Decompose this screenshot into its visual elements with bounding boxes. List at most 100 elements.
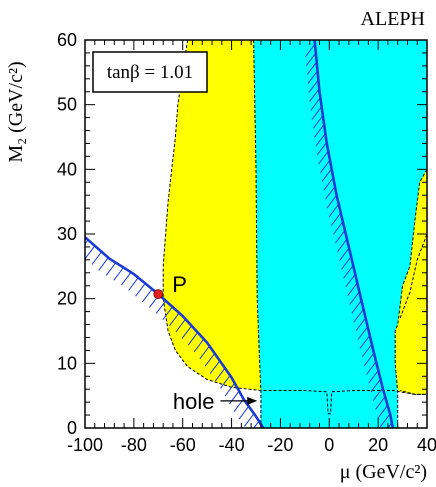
hatch-line [238, 405, 250, 420]
region-yellow-2 [400, 234, 427, 395]
region-boundary-0 [162, 40, 427, 415]
hatch-line [368, 370, 379, 384]
hatch-line [220, 375, 231, 389]
hatch-line [316, 142, 328, 156]
x-tick-label: 0 [324, 435, 334, 455]
hatch-line [321, 168, 333, 182]
hatch-line [336, 238, 348, 253]
hatch-line [314, 124, 325, 138]
hatch-line [363, 352, 375, 367]
point-p-marker [153, 289, 164, 300]
hatch-line [379, 413, 391, 428]
hatch-line [85, 245, 96, 259]
hatch-line [318, 150, 329, 165]
axis-ticks [84, 39, 428, 429]
hatch-line [332, 221, 344, 235]
hatch-line [85, 239, 89, 245]
x-tick-label: -100 [67, 435, 103, 455]
hatch-line [204, 353, 216, 367]
hatch-line [357, 326, 369, 340]
hatch-line [387, 422, 393, 428]
annotations: hole [173, 389, 258, 414]
hatch-line [162, 306, 173, 321]
hatch-line [341, 256, 352, 270]
hatch-line [142, 288, 153, 303]
hole-arrow-head [247, 396, 258, 405]
hatch-line [349, 291, 360, 305]
hatch-line [370, 378, 381, 393]
x-tick-label: 40 [417, 435, 436, 455]
y-tick-label: 0 [67, 418, 77, 438]
hatch-line [319, 159, 331, 174]
hatch-line [128, 277, 139, 291]
hatch-line [169, 312, 180, 327]
hatch-line [310, 97, 321, 111]
y-tick-label: 10 [57, 353, 77, 373]
hatch-line [377, 404, 389, 419]
y-tick-label: 40 [57, 159, 77, 179]
hatch-line [361, 343, 373, 358]
hatch-line [214, 367, 226, 382]
x-tick-label: -20 [267, 435, 293, 455]
hatch-line [105, 262, 117, 276]
y-axis-title: M₂ (GeV/c²) [5, 61, 27, 162]
point-p-label: P [172, 272, 187, 297]
hatch-line [121, 271, 132, 286]
y-tick-label: 60 [57, 30, 77, 50]
hatch-line [347, 282, 358, 297]
x-axis-title: μ (GeV/c²) [340, 461, 427, 483]
hatch-line [155, 300, 167, 314]
x-tick-label: -60 [170, 435, 196, 455]
hatch-line [91, 251, 102, 265]
region-boundary-1 [253, 40, 427, 428]
region-cyan-1 [253, 40, 427, 428]
hole-label: hole [173, 389, 215, 414]
hatch-line [372, 387, 384, 402]
curves [85, 40, 395, 428]
y-tick-label: 30 [57, 224, 77, 244]
hatch-line [243, 413, 255, 427]
hatch-line [307, 70, 318, 84]
hatch-line [209, 360, 221, 374]
hatch-line [175, 318, 186, 333]
hatch-line [113, 267, 124, 281]
x-tick-label: -40 [219, 435, 245, 455]
experiment-label: ALEPH [361, 8, 425, 30]
hatch-line [353, 308, 364, 323]
curve-0 [85, 236, 265, 428]
hatch-line [339, 247, 350, 262]
hatch-line [187, 332, 199, 346]
tan-beta-label: tanβ = 1.01 [107, 62, 193, 83]
y-tick-label: 50 [57, 95, 77, 115]
hatch-line [311, 106, 323, 120]
hatch-line [355, 317, 367, 332]
hatch-line [306, 61, 318, 75]
hatch-line [229, 390, 240, 405]
hatch-line [309, 88, 320, 102]
hatch-line [304, 43, 316, 58]
hatch-line [351, 300, 362, 314]
marked-point: P [153, 272, 187, 300]
y-tick-label: 20 [57, 289, 77, 309]
hatch-line [345, 273, 356, 288]
hatch-line [334, 230, 346, 244]
hatch-line [305, 52, 317, 66]
hatch-line [326, 195, 338, 209]
hatch-line [199, 345, 210, 360]
hatch-line [366, 361, 377, 375]
excluded-regions [163, 40, 427, 428]
hatch-line [315, 133, 326, 147]
hatch-line [375, 396, 386, 410]
hatch-line [343, 265, 354, 279]
x-tick-label: 20 [368, 435, 388, 455]
hatch-line [324, 186, 336, 200]
tan-beta-frame [92, 51, 208, 93]
hatch-line [328, 203, 340, 218]
tick-labels: -100 -80 -60 -40 -20 0 20 40 0 10 20 30 40 50 60 [57, 30, 436, 455]
hatch-line [308, 79, 319, 93]
region-boundary-2 [399, 233, 427, 395]
region-boundaries [162, 40, 427, 428]
hatch-line [193, 338, 205, 353]
curve-1 [313, 40, 395, 428]
